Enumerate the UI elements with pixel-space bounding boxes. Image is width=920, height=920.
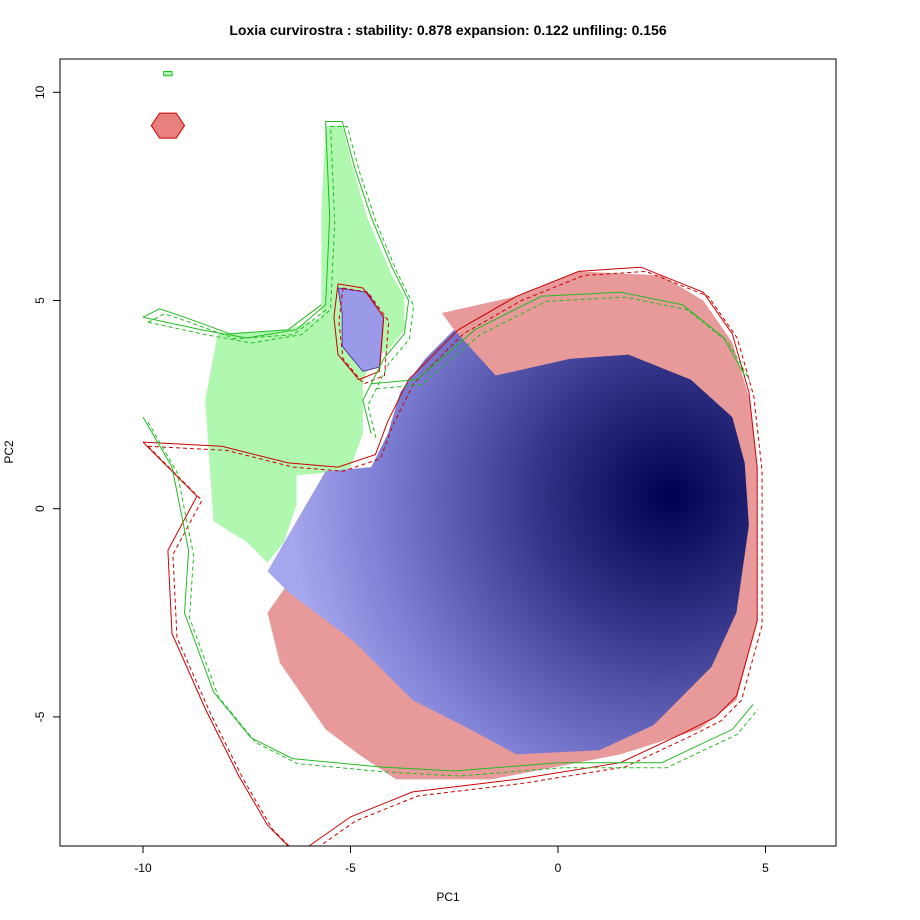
x-axis-label: PC1 (436, 890, 460, 904)
plot-area (142, 71, 763, 846)
invaded-contour-dashed-3 (147, 309, 327, 340)
y-axis: -5 0 5 10 (33, 85, 60, 722)
stability-region (267, 329, 749, 755)
y-axis-label: PC2 (2, 440, 16, 464)
x-tick-label: 5 (762, 861, 769, 875)
plot-frame (59, 58, 837, 847)
native-contour-dashed-2 (338, 287, 390, 385)
x-tick-label: -10 (134, 861, 152, 875)
y-tick-label: 10 (33, 85, 47, 99)
invaded-contour-solid-0 (142, 121, 410, 434)
native-contour-solid-1 (142, 441, 289, 846)
invaded-contour-dashed-1 (376, 296, 751, 390)
expansion-islet (150, 112, 186, 139)
unfilling-islet (163, 71, 173, 77)
native-contour-dashed-1 (147, 445, 290, 846)
contour-lines (142, 121, 763, 846)
x-tick-label: -5 (345, 861, 356, 875)
stability-lobe (337, 287, 385, 372)
x-tick-label: 0 (555, 861, 562, 875)
y-tick-label: 5 (33, 297, 47, 304)
unfilling-region (205, 125, 405, 563)
native-contour-solid-0 (142, 266, 758, 846)
chart-title: Loxia curvirostra : stability: 0.878 exp… (229, 22, 666, 38)
x-axis: -10 -5 0 5 (134, 846, 769, 875)
invaded-contour-dashed-2 (147, 421, 759, 777)
y-tick-label: 0 (33, 505, 47, 512)
y-tick-label: -5 (33, 711, 47, 722)
invaded-contour-solid-1 (371, 291, 746, 385)
native-contour-solid-2 (333, 283, 385, 381)
invaded-contour-solid-2 (142, 416, 754, 772)
invaded-contour-solid-3 (142, 304, 322, 335)
